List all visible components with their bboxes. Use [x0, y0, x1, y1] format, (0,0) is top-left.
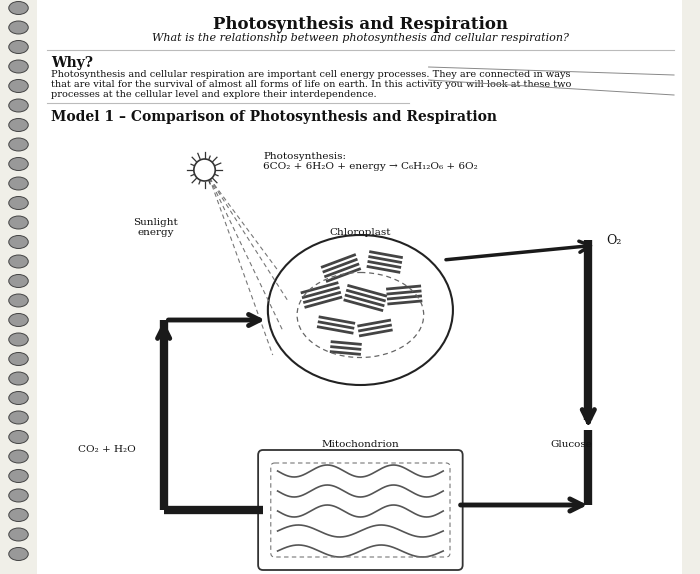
Ellipse shape: [9, 2, 28, 14]
Text: Glucose: Glucose: [550, 440, 592, 449]
Ellipse shape: [9, 177, 28, 190]
FancyBboxPatch shape: [258, 450, 463, 570]
Ellipse shape: [9, 509, 28, 522]
Text: Model 1 – Comparison of Photosynthesis and Respiration: Model 1 – Comparison of Photosynthesis a…: [50, 110, 496, 124]
Ellipse shape: [268, 235, 453, 385]
Ellipse shape: [9, 157, 28, 170]
Circle shape: [194, 159, 216, 181]
Ellipse shape: [9, 528, 28, 541]
Ellipse shape: [9, 489, 28, 502]
Ellipse shape: [9, 313, 28, 327]
Ellipse shape: [9, 138, 28, 151]
Ellipse shape: [9, 294, 28, 307]
Ellipse shape: [9, 430, 28, 444]
Ellipse shape: [9, 411, 28, 424]
Text: Photosynthesis:: Photosynthesis:: [263, 152, 346, 161]
Text: CO₂ + H₂O: CO₂ + H₂O: [78, 445, 136, 454]
Ellipse shape: [9, 216, 28, 229]
Text: 6CO₂ + 6H₂O + energy → C₆H₁₂O₆ + 6O₂: 6CO₂ + 6H₂O + energy → C₆H₁₂O₆ + 6O₂: [263, 162, 477, 171]
Text: Mitochondrion: Mitochondrion: [321, 440, 399, 449]
Ellipse shape: [9, 450, 28, 463]
Ellipse shape: [9, 21, 28, 34]
Ellipse shape: [9, 118, 28, 131]
Ellipse shape: [9, 255, 28, 268]
Ellipse shape: [9, 80, 28, 92]
Ellipse shape: [9, 333, 28, 346]
Text: O₂: O₂: [606, 234, 621, 246]
Text: What is the relationship between photosynthesis and cellular respiration?: What is the relationship between photosy…: [152, 33, 569, 43]
Ellipse shape: [9, 99, 28, 112]
Ellipse shape: [9, 391, 28, 405]
Text: Chloroplast: Chloroplast: [330, 228, 391, 237]
Text: that are vital for the survival of almost all forms of life on earth. In this ac: that are vital for the survival of almos…: [50, 80, 571, 89]
Text: Photosynthesis and Respiration: Photosynthesis and Respiration: [213, 16, 508, 33]
Text: Sunlight
energy: Sunlight energy: [134, 218, 178, 238]
Ellipse shape: [9, 470, 28, 483]
Ellipse shape: [9, 274, 28, 288]
Ellipse shape: [9, 352, 28, 366]
Text: Photosynthesis and cellular respiration are important cell energy processes. The: Photosynthesis and cellular respiration …: [50, 70, 570, 79]
Ellipse shape: [9, 196, 28, 210]
Ellipse shape: [9, 60, 28, 73]
Text: processes at the cellular level and explore their interdependence.: processes at the cellular level and expl…: [50, 90, 377, 99]
Ellipse shape: [9, 548, 28, 560]
Ellipse shape: [9, 41, 28, 53]
Ellipse shape: [9, 372, 28, 385]
Ellipse shape: [9, 235, 28, 249]
Text: Why?: Why?: [50, 56, 92, 70]
